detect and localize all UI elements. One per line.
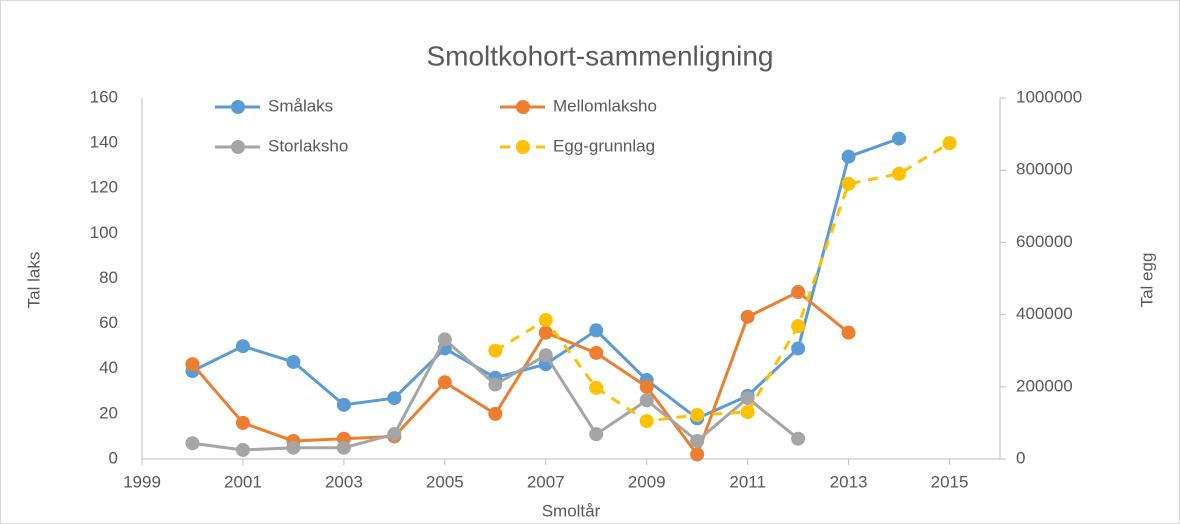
data-point <box>639 414 654 429</box>
legend-marker <box>231 100 245 114</box>
data-point <box>235 415 250 430</box>
data-point <box>791 431 806 446</box>
y-axis-label: Tal laks <box>24 252 43 309</box>
y-tick-label: 100 <box>90 223 118 242</box>
x-tick-label: 1999 <box>123 472 161 491</box>
data-point <box>791 341 806 356</box>
data-point <box>437 375 452 390</box>
x-tick-label: 2007 <box>527 472 565 491</box>
data-point <box>690 407 705 422</box>
x-axis-label: Smoltår <box>542 501 601 520</box>
data-point <box>690 433 705 448</box>
data-point <box>538 313 553 328</box>
data-point <box>235 442 250 457</box>
data-point <box>589 323 604 338</box>
y-tick-label: 40 <box>99 358 118 377</box>
data-point <box>336 440 351 455</box>
data-point <box>942 136 957 151</box>
x-tick-label: 2003 <box>325 472 363 491</box>
y-tick-label: 120 <box>90 178 118 197</box>
y-tick-label: 20 <box>99 403 118 422</box>
x-tick-label: 2001 <box>224 472 262 491</box>
data-point <box>336 397 351 412</box>
y-tick-label: 140 <box>90 133 118 152</box>
data-point <box>538 325 553 340</box>
data-point <box>488 377 503 392</box>
data-point <box>488 343 503 358</box>
x-tick-label: 2015 <box>931 472 969 491</box>
data-point <box>841 149 856 164</box>
y2-tick-label: 200000 <box>1016 376 1073 395</box>
data-point <box>286 440 301 455</box>
legend-label: Mellomlaksho <box>553 96 657 115</box>
y2-axis-label: Tal egg <box>1137 253 1156 308</box>
data-point <box>589 345 604 360</box>
data-point <box>690 447 705 462</box>
data-point <box>740 309 755 324</box>
data-point <box>387 391 402 406</box>
data-point <box>841 176 856 191</box>
data-point <box>639 379 654 394</box>
y2-tick-label: 400000 <box>1016 304 1073 323</box>
y-tick-label: 60 <box>99 313 118 332</box>
legend-label: Egg-grunnlag <box>553 136 655 155</box>
data-point <box>538 348 553 363</box>
data-point <box>639 393 654 408</box>
y2-tick-label: 800000 <box>1016 160 1073 179</box>
y2-tick-label: 1000000 <box>1016 87 1082 106</box>
x-tick-label: 2009 <box>628 472 666 491</box>
data-point <box>892 131 907 146</box>
data-point <box>185 436 200 451</box>
y-tick-label: 80 <box>99 268 118 287</box>
data-point <box>791 319 806 334</box>
series-line <box>494 141 951 423</box>
data-point <box>589 427 604 442</box>
legend-marker <box>516 140 530 154</box>
y2-tick-label: 600000 <box>1016 232 1073 251</box>
x-tick-label: 2011 <box>729 472 766 491</box>
data-point <box>740 405 755 420</box>
data-point <box>387 427 402 442</box>
data-point <box>286 354 301 369</box>
y2-tick-label: 0 <box>1016 448 1025 467</box>
data-point <box>841 325 856 340</box>
data-point <box>892 166 907 181</box>
data-point <box>589 380 604 395</box>
data-point <box>185 357 200 372</box>
y-tick-label: 160 <box>90 87 118 106</box>
series-line <box>191 290 850 458</box>
data-point <box>437 332 452 347</box>
data-point <box>235 339 250 354</box>
data-point <box>791 285 806 300</box>
legend-marker <box>231 140 245 154</box>
x-tick-label: 2005 <box>426 472 464 491</box>
data-point <box>740 391 755 406</box>
chart-title: Smoltkohort-sammenligning <box>426 40 773 71</box>
legend-label: Smålaks <box>268 96 333 115</box>
legend-marker <box>516 100 530 114</box>
data-point <box>488 406 503 421</box>
x-tick-label: 2013 <box>830 472 868 491</box>
legend-label: Storlaksho <box>268 136 348 155</box>
y-tick-label: 0 <box>109 448 118 467</box>
